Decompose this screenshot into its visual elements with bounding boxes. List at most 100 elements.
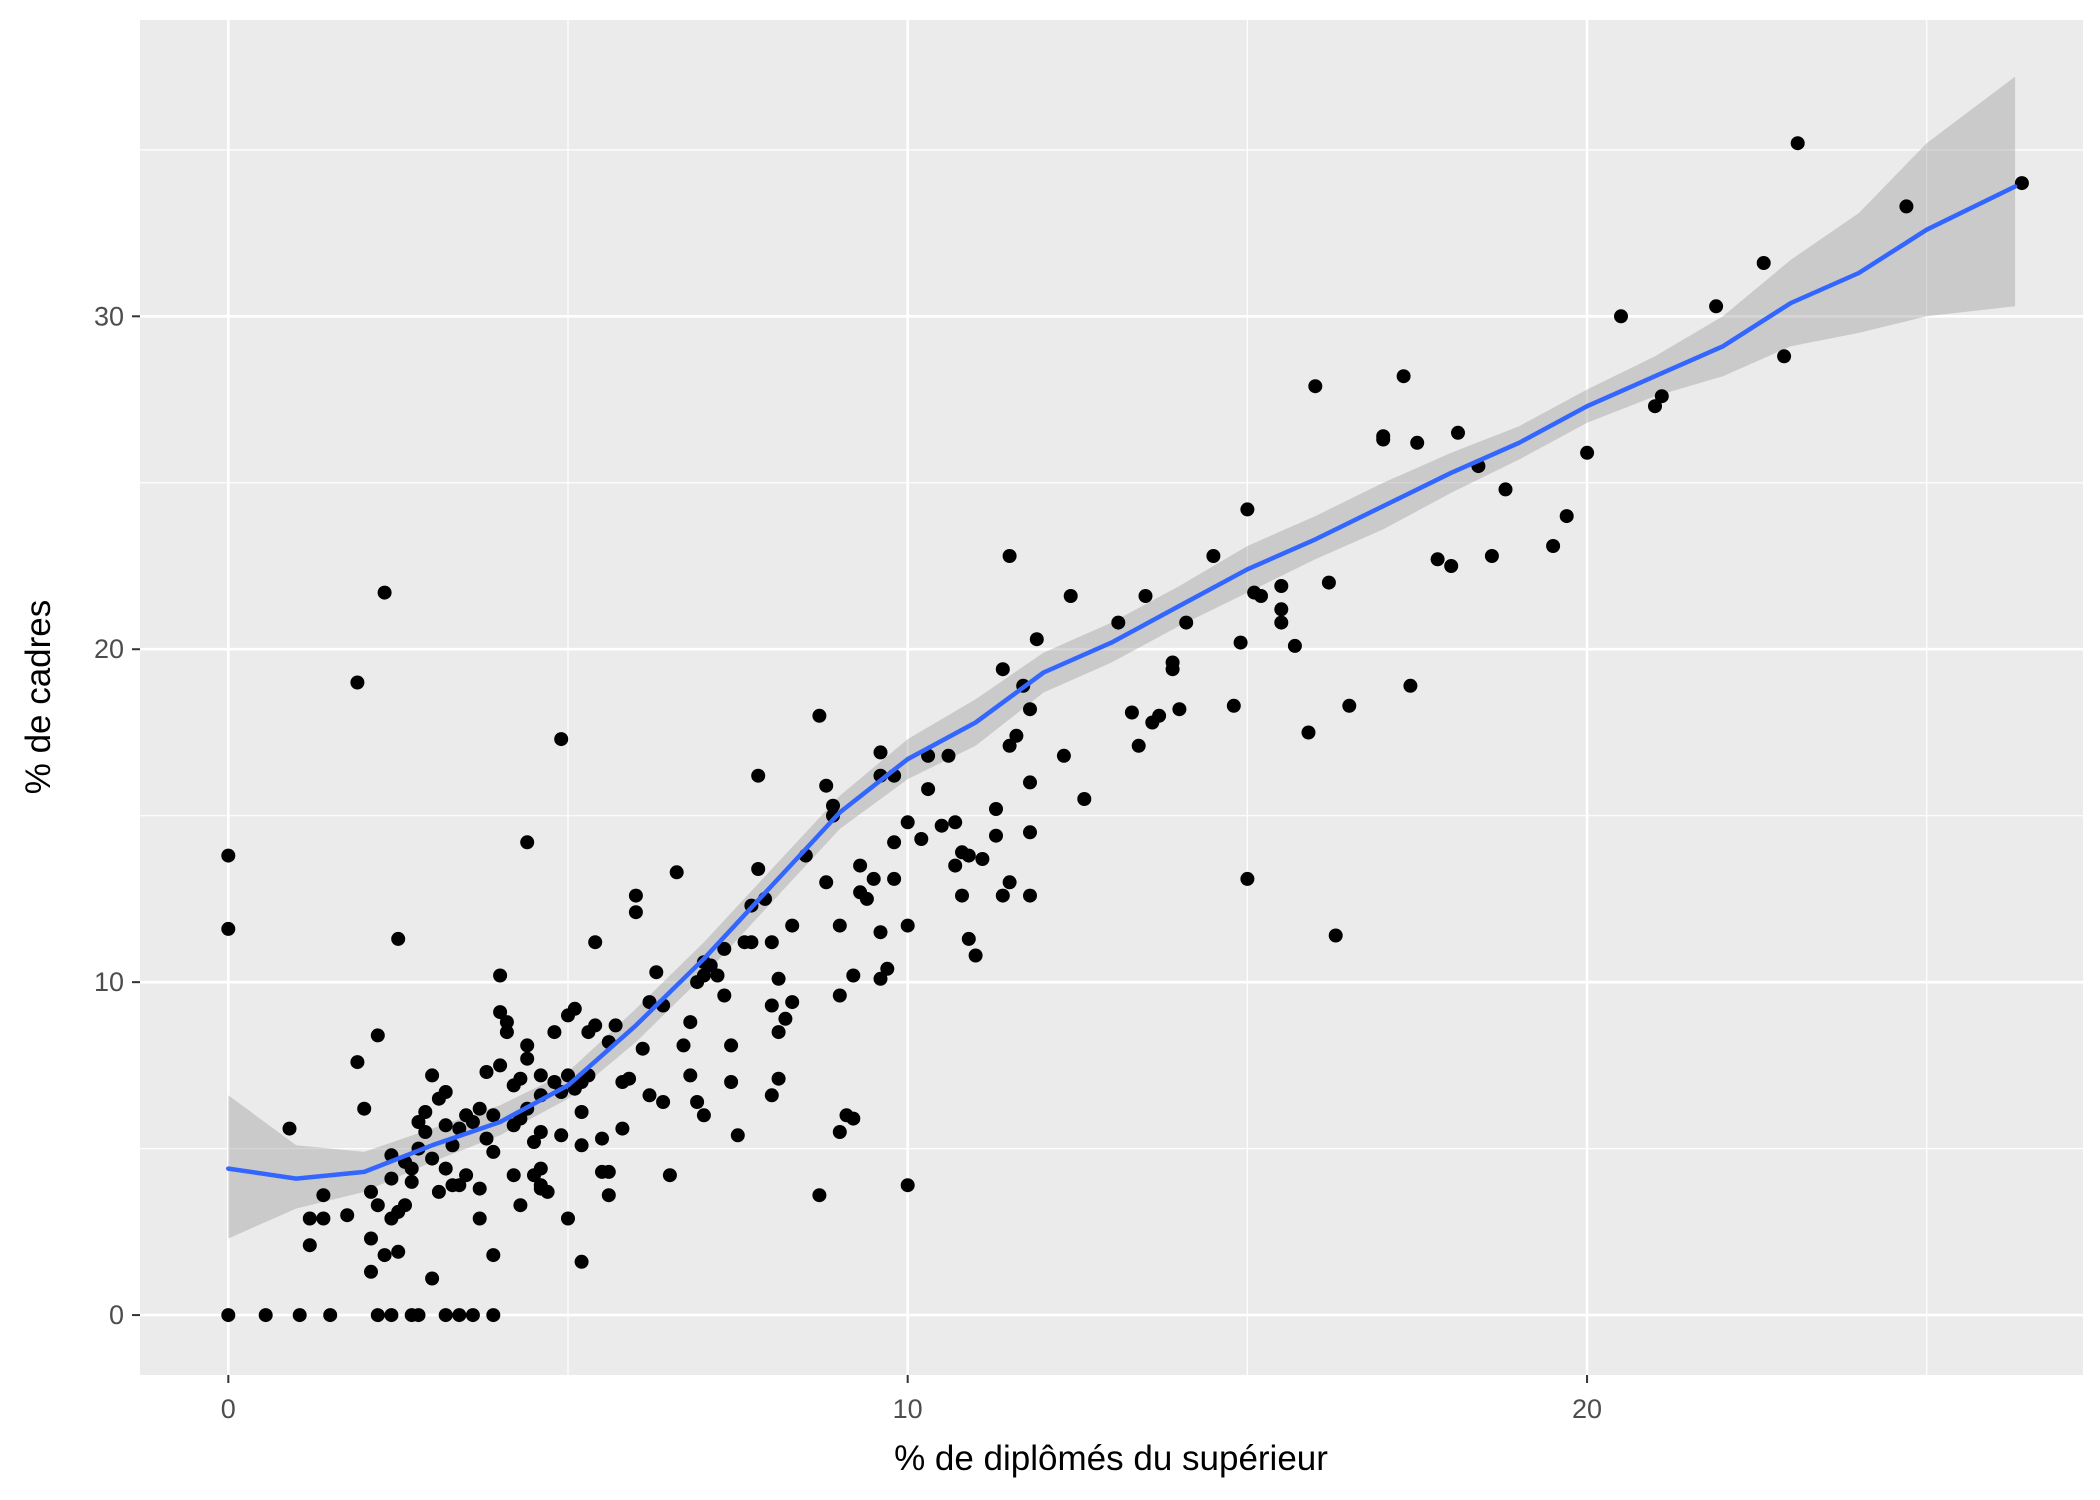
data-point xyxy=(574,1254,589,1269)
x-axis-title: % de diplômés du supérieur xyxy=(894,1439,1328,1478)
data-point xyxy=(724,1038,739,1053)
data-point xyxy=(364,1264,378,1279)
data-point xyxy=(846,968,861,983)
data-point xyxy=(832,1125,847,1139)
data-point xyxy=(615,1121,630,1136)
data-point xyxy=(527,1135,541,1149)
data-point xyxy=(370,1198,385,1213)
data-point xyxy=(1254,589,1268,603)
data-point xyxy=(771,1071,786,1086)
data-point xyxy=(1172,702,1187,717)
data-point xyxy=(1274,602,1289,617)
data-point xyxy=(961,931,976,946)
data-point xyxy=(948,858,963,873)
data-point xyxy=(1023,702,1037,717)
data-point xyxy=(425,1271,440,1286)
data-point xyxy=(472,1101,487,1116)
data-point xyxy=(418,1105,433,1119)
data-point xyxy=(404,1161,419,1176)
data-point xyxy=(873,925,888,940)
data-point xyxy=(486,1308,501,1323)
data-point xyxy=(771,1025,786,1040)
data-point xyxy=(696,968,711,983)
data-point xyxy=(1002,549,1017,563)
data-point xyxy=(785,918,800,933)
data-point xyxy=(989,802,1003,816)
data-point xyxy=(465,1308,480,1323)
data-point xyxy=(533,1125,548,1139)
data-point xyxy=(846,1111,861,1126)
data-point xyxy=(493,1005,508,1020)
data-point xyxy=(873,971,888,986)
data-point xyxy=(1580,445,1595,460)
data-point xyxy=(1321,575,1336,590)
data-point xyxy=(730,1128,745,1143)
data-point xyxy=(1654,389,1669,404)
data-point xyxy=(676,1038,691,1053)
data-point xyxy=(567,1001,582,1016)
data-point xyxy=(764,998,779,1013)
data-point xyxy=(1029,632,1044,647)
data-point xyxy=(921,782,936,797)
data-point xyxy=(1396,369,1411,384)
smooth-line-layer xyxy=(226,184,2018,1181)
data-point xyxy=(486,1108,501,1123)
data-point xyxy=(513,1198,528,1213)
data-point xyxy=(1328,928,1343,943)
data-point xyxy=(554,732,569,747)
data-point xyxy=(452,1121,467,1136)
data-point xyxy=(914,832,929,846)
data-point xyxy=(588,1018,603,1033)
data-point xyxy=(533,1068,548,1083)
data-point xyxy=(258,1308,273,1323)
data-point xyxy=(1240,502,1255,517)
data-point xyxy=(1444,559,1459,573)
data-point xyxy=(853,858,868,873)
data-point xyxy=(1498,482,1513,497)
data-point xyxy=(751,862,766,876)
y-tick-label: 10 xyxy=(94,967,124,997)
x-tick-label: 10 xyxy=(893,1394,923,1424)
data-point xyxy=(377,585,392,600)
data-point xyxy=(1240,871,1255,886)
data-point xyxy=(370,1028,385,1043)
data-point xyxy=(384,1308,399,1323)
data-point xyxy=(1614,309,1628,324)
x-axis-ticks: 0 10 20 xyxy=(221,1375,1602,1424)
data-point xyxy=(499,1025,514,1040)
data-point xyxy=(826,798,840,813)
data-point xyxy=(1274,615,1289,630)
data-point xyxy=(350,1055,365,1070)
data-point xyxy=(1023,825,1037,840)
data-point xyxy=(989,828,1003,843)
data-point xyxy=(900,918,915,933)
data-point xyxy=(1559,509,1574,524)
data-point xyxy=(812,708,827,723)
y-tick-label: 0 xyxy=(109,1300,124,1330)
data-point xyxy=(411,1308,426,1323)
data-point xyxy=(1274,579,1289,593)
data-point xyxy=(554,1128,569,1143)
data-point xyxy=(438,1118,453,1133)
data-point xyxy=(710,968,725,983)
data-point xyxy=(1287,638,1302,653)
data-point xyxy=(438,1085,453,1099)
data-point xyxy=(479,1131,494,1146)
data-point xyxy=(1756,256,1771,270)
data-point xyxy=(377,1248,392,1263)
data-point xyxy=(302,1211,317,1226)
data-point xyxy=(452,1178,467,1193)
data-point xyxy=(968,948,983,963)
data-point xyxy=(1790,136,1805,151)
data-point xyxy=(1233,635,1248,650)
data-point xyxy=(404,1174,419,1189)
data-point xyxy=(1899,199,1914,214)
data-point xyxy=(1430,552,1445,567)
data-point xyxy=(472,1211,487,1226)
data-point xyxy=(785,995,800,1010)
data-point xyxy=(995,662,1010,677)
data-point xyxy=(622,1071,637,1086)
data-point xyxy=(499,1015,514,1030)
x-tick-label: 0 xyxy=(221,1394,236,1424)
data-point xyxy=(221,848,236,863)
